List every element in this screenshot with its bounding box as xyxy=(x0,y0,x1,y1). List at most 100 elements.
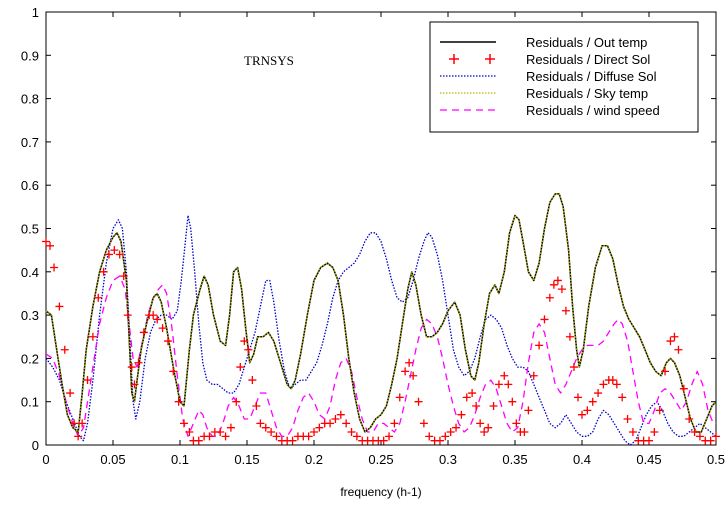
data-point xyxy=(66,389,75,398)
legend-marker xyxy=(449,54,459,64)
data-point xyxy=(661,367,670,376)
x-tick-label: 0.35 xyxy=(502,452,527,467)
data-point xyxy=(83,376,92,385)
data-point xyxy=(706,436,715,445)
data-point xyxy=(452,423,461,432)
data-point xyxy=(674,345,683,354)
data-point xyxy=(557,285,566,294)
x-tick-label: 0.25 xyxy=(368,452,393,467)
legend-label: Residuals / Sky temp xyxy=(526,86,648,101)
data-point xyxy=(272,432,281,441)
data-point xyxy=(553,276,562,285)
data-point xyxy=(379,436,388,445)
data-point xyxy=(494,380,503,389)
data-point xyxy=(508,397,517,406)
y-tick-label: 0.6 xyxy=(21,178,39,193)
data-point xyxy=(489,402,498,411)
data-point xyxy=(70,419,79,428)
data-point xyxy=(583,406,592,415)
data-point xyxy=(46,241,55,250)
data-point xyxy=(256,419,265,428)
data-point xyxy=(565,332,574,341)
data-point xyxy=(110,246,119,255)
data-point xyxy=(446,428,455,437)
data-point xyxy=(104,250,113,259)
legend-label: Residuals / wind speed xyxy=(526,103,660,118)
series-layer xyxy=(42,193,720,446)
data-point xyxy=(180,419,189,428)
data-point xyxy=(695,432,704,441)
data-point xyxy=(252,402,261,411)
data-point xyxy=(414,397,423,406)
data-point xyxy=(88,332,97,341)
x-tick-label: 0.15 xyxy=(234,452,259,467)
series-1 xyxy=(42,237,720,445)
data-point xyxy=(158,324,167,333)
data-point xyxy=(405,358,414,367)
x-tick-label: 0 xyxy=(42,452,49,467)
data-point xyxy=(524,406,533,415)
data-point xyxy=(226,423,235,432)
data-point xyxy=(134,358,143,367)
data-point xyxy=(569,363,578,372)
y-tick-label: 0.2 xyxy=(21,351,39,366)
series-line xyxy=(45,275,716,437)
y-tick-label: 0.7 xyxy=(21,135,39,150)
data-point xyxy=(545,293,554,302)
data-point xyxy=(401,367,410,376)
data-point xyxy=(588,397,597,406)
data-point xyxy=(352,432,361,441)
data-point xyxy=(666,337,675,346)
x-axis-label: frequency (h-1) xyxy=(340,485,421,499)
x-tick-label: 0.4 xyxy=(573,452,591,467)
data-point xyxy=(261,423,270,432)
legend-item: Residuals / Diffuse Sol xyxy=(440,69,657,84)
series-2 xyxy=(45,214,717,446)
legend-marker xyxy=(485,54,495,64)
data-point xyxy=(169,367,178,376)
data-point xyxy=(216,428,225,437)
data-point xyxy=(119,272,128,281)
data-point xyxy=(232,397,241,406)
data-point xyxy=(315,423,324,432)
data-point xyxy=(60,345,69,354)
data-point xyxy=(130,380,139,389)
legend-item: Residuals / wind speed xyxy=(440,103,660,118)
data-point xyxy=(520,428,529,437)
data-point xyxy=(472,402,481,411)
data-point xyxy=(74,432,83,441)
data-point xyxy=(549,280,558,289)
x-tick-label: 0.2 xyxy=(305,452,323,467)
data-point xyxy=(347,428,356,437)
data-point xyxy=(94,293,103,302)
data-point xyxy=(425,432,434,441)
data-point xyxy=(267,428,276,437)
data-point xyxy=(163,337,172,346)
data-point xyxy=(645,436,653,445)
data-point xyxy=(331,415,340,424)
x-tick-label: 0.5 xyxy=(707,452,725,467)
series-3 xyxy=(45,193,717,433)
legend-item: Residuals / Sky temp xyxy=(440,86,648,101)
data-point xyxy=(205,432,214,441)
data-point xyxy=(561,306,570,315)
y-tick-label: 0.1 xyxy=(21,395,39,410)
data-point xyxy=(594,389,603,398)
data-point xyxy=(612,380,621,389)
data-point xyxy=(310,428,318,437)
data-point xyxy=(221,432,230,441)
data-point xyxy=(685,415,694,424)
data-point xyxy=(441,432,450,441)
legend-box xyxy=(429,21,699,133)
data-point xyxy=(608,376,617,385)
data-point xyxy=(127,363,136,372)
data-point xyxy=(174,397,183,406)
data-point xyxy=(390,419,399,428)
data-point xyxy=(484,423,493,432)
data-point xyxy=(55,302,64,311)
y-tick-label: 0.4 xyxy=(21,265,39,280)
x-tick-label: 0.05 xyxy=(100,452,125,467)
y-tick-label: 0.5 xyxy=(21,222,39,237)
data-point xyxy=(690,428,699,437)
